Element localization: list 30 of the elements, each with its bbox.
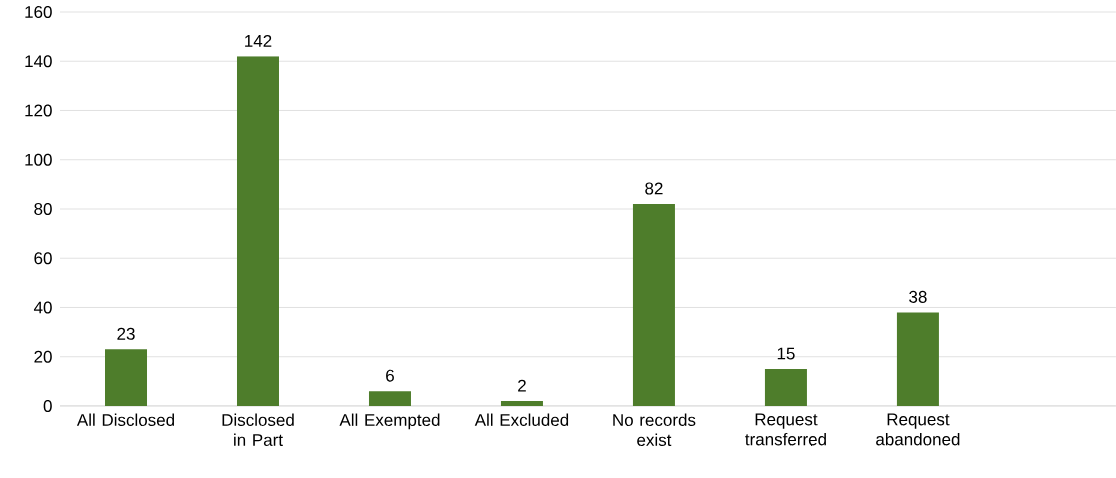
- data-label: 142: [245, 34, 272, 47]
- x-tick-label: Request abandoned: [876, 413, 960, 446]
- x-tick-label: Disclosed in Part: [222, 413, 294, 447]
- data-label: 82: [645, 182, 663, 195]
- y-tick-label: 20: [34, 350, 52, 363]
- y-tick-label: 0: [43, 399, 52, 413]
- y-tick-label: 60: [34, 252, 52, 265]
- x-tick-label: Request transferred: [745, 413, 826, 446]
- bar: [368, 391, 411, 406]
- y-tick-label: 160: [25, 5, 52, 19]
- data-label: 38: [909, 290, 927, 303]
- x-tick-label: All Excluded: [474, 413, 569, 427]
- data-label: 15: [777, 347, 795, 360]
- y-tick-label: 80: [34, 202, 52, 216]
- data-label: 6: [386, 369, 394, 382]
- bar: [896, 312, 939, 406]
- bar: [105, 349, 147, 406]
- bar: [764, 369, 807, 406]
- x-tick-label: All Exempted: [339, 413, 440, 430]
- bar: [236, 56, 279, 406]
- bar: [500, 401, 543, 406]
- data-label: 23: [117, 327, 135, 340]
- bar: [632, 204, 675, 406]
- x-tick-label: All Disclosed: [76, 413, 175, 427]
- data-label: 2: [518, 379, 526, 392]
- y-tick-label: 120: [25, 104, 52, 117]
- y-tick-label: 100: [25, 153, 52, 166]
- y-tick-label: 140: [25, 55, 52, 68]
- x-tick-label: No records exist: [613, 413, 696, 447]
- y-tick-label: 40: [33, 301, 52, 314]
